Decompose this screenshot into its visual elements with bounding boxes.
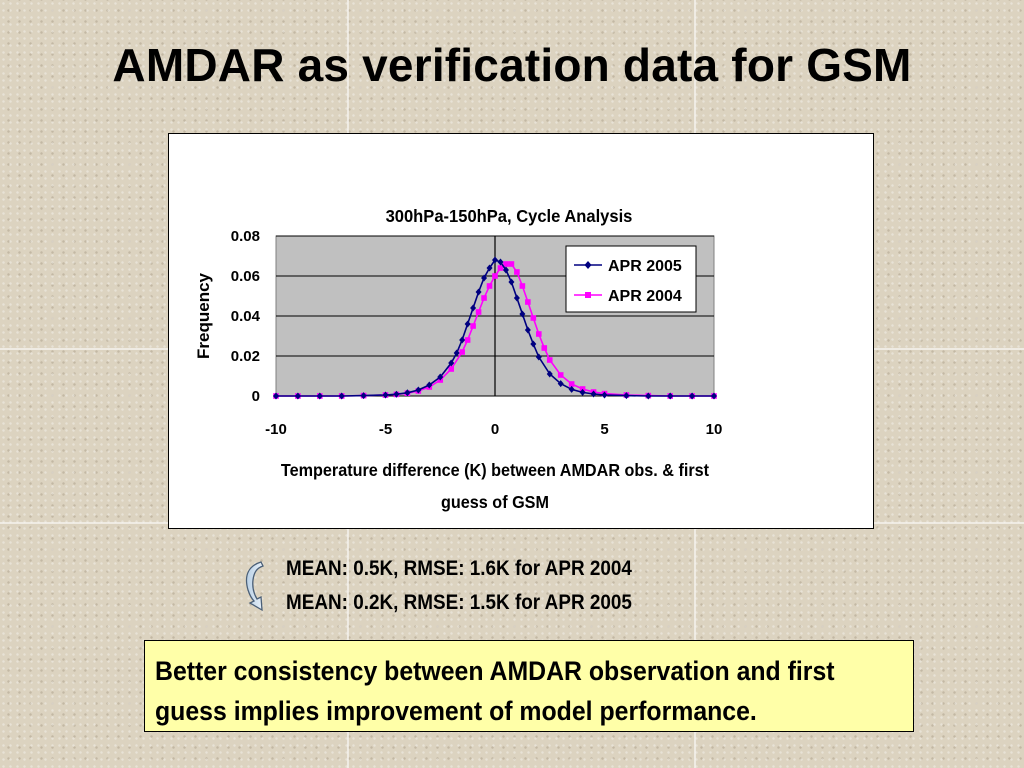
x-axis-label: Temperature difference (K) between AMDAR…	[281, 460, 709, 480]
data-point	[492, 273, 498, 279]
data-point	[464, 337, 471, 343]
data-point	[502, 266, 509, 274]
data-point	[459, 336, 466, 344]
data-point	[541, 345, 548, 351]
x-tick-label: 10	[706, 421, 723, 438]
conclusion-box: Better consistency between AMDAR observa…	[144, 640, 914, 732]
data-point	[382, 391, 389, 399]
data-point	[514, 269, 520, 275]
data-point	[470, 304, 477, 312]
data-point	[546, 357, 553, 363]
data-point	[568, 385, 575, 393]
data-point	[486, 264, 493, 272]
data-point	[557, 380, 564, 388]
data-point	[508, 278, 515, 286]
data-point	[470, 323, 476, 329]
data-point	[601, 391, 608, 399]
legend-label: APR 2005	[608, 258, 682, 275]
data-point	[481, 274, 488, 282]
data-point	[475, 288, 482, 296]
data-point	[519, 310, 526, 318]
data-point	[530, 340, 537, 348]
x-tick-label: 5	[600, 421, 608, 438]
data-point	[360, 392, 367, 400]
legend-label: APR 2004	[608, 288, 682, 305]
data-point	[316, 392, 323, 400]
data-point	[486, 283, 493, 289]
x-tick-label: -10	[265, 421, 287, 438]
data-point	[497, 258, 504, 266]
data-point	[393, 390, 400, 398]
data-point	[273, 392, 279, 400]
data-point	[404, 389, 411, 397]
y-tick-label: 0.04	[231, 308, 261, 325]
y-axis-label: Frequency	[194, 272, 213, 359]
chart-panel: 0 0.02 0.04 0.06 0.08 -10 -5 0 5 10 300hPa-150hPa,…	[168, 133, 874, 529]
x-tick-label: -5	[379, 421, 392, 438]
legend-box	[565, 245, 697, 313]
data-point	[453, 349, 460, 357]
data-point	[525, 299, 531, 305]
data-point	[508, 261, 515, 267]
data-point	[475, 309, 482, 315]
x-axis-label: guess of GSM	[441, 492, 549, 512]
data-point	[437, 373, 444, 381]
data-point	[497, 265, 504, 271]
data-point	[536, 331, 542, 337]
data-point	[503, 261, 509, 267]
chart-title: 300hPa-150hPa, Cycle Analysis	[386, 205, 633, 226]
data-point	[294, 392, 301, 400]
curved-arrow-icon	[245, 561, 264, 612]
data-point	[481, 295, 487, 301]
data-point	[623, 392, 630, 400]
frequency-chart: 0 0.02 0.04 0.06 0.08 -10 -5 0 5 10 300hPa-150hPa,…	[194, 205, 723, 512]
data-point	[557, 372, 564, 378]
data-point	[459, 349, 465, 355]
stats-apr-2004: MEAN: 0.5K, RMSE: 1.6K for APR 2004	[286, 557, 632, 580]
legend-marker	[585, 292, 591, 298]
slide-title: AMDAR as verification data for GSM	[112, 39, 912, 91]
legend-marker	[584, 261, 592, 269]
y-tick-label: 0	[252, 388, 260, 405]
data-point	[415, 386, 422, 394]
data-point	[530, 315, 537, 321]
data-point	[448, 359, 455, 367]
data-point	[513, 294, 520, 302]
data-point	[524, 326, 531, 334]
data-point	[535, 353, 542, 361]
data-point	[568, 381, 575, 387]
data-point	[645, 392, 652, 400]
data-point	[711, 392, 717, 400]
conclusion-text: Better consistency between AMDAR observa…	[155, 656, 835, 726]
data-point	[519, 283, 526, 289]
data-point	[579, 388, 586, 396]
x-tick-label: 0	[491, 421, 499, 438]
data-point	[546, 370, 553, 378]
y-tick-label: 0.08	[231, 228, 260, 245]
data-point	[426, 381, 433, 389]
data-point	[590, 390, 597, 398]
data-point	[492, 256, 498, 264]
data-point	[689, 392, 696, 400]
data-point	[464, 320, 471, 328]
stats-apr-2005: MEAN: 0.2K, RMSE: 1.5K for APR 2005	[286, 591, 632, 614]
y-tick-label: 0.02	[231, 348, 260, 365]
y-tick-label: 0.06	[231, 268, 260, 285]
data-point	[338, 392, 345, 400]
data-point	[448, 366, 454, 372]
data-point	[667, 392, 674, 400]
